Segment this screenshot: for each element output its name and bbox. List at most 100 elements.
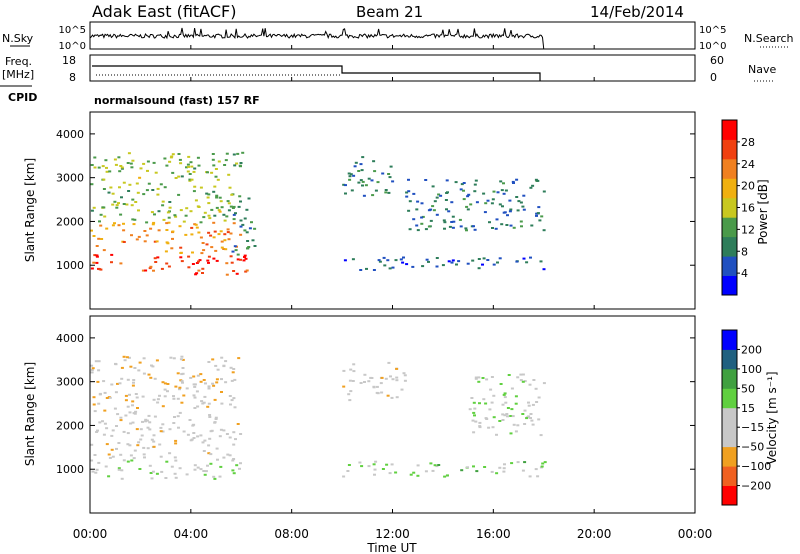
heatmap-cell <box>412 471 416 474</box>
heatmap-cell <box>528 383 532 386</box>
heatmap-cell <box>503 414 507 417</box>
heatmap-cell <box>519 373 523 376</box>
heatmap-cell <box>213 477 217 480</box>
heatmap-cell <box>521 413 525 415</box>
heatmap-cell <box>190 233 194 236</box>
heatmap-cell <box>153 213 156 216</box>
heatmap-cell <box>408 228 412 231</box>
heatmap-cell <box>386 394 390 397</box>
heatmap-cell <box>188 178 192 181</box>
heatmap-cell <box>458 218 462 221</box>
heatmap-cell <box>153 415 157 418</box>
heatmap-cell <box>220 356 224 359</box>
heatmap-cell <box>541 462 545 465</box>
heatmap-cell <box>207 261 210 264</box>
heatmap-cell <box>514 430 518 433</box>
heatmap-cell <box>99 224 103 227</box>
heatmap-cell <box>91 470 95 473</box>
heatmap-cell <box>499 180 503 183</box>
heatmap-cell <box>416 229 420 232</box>
heatmap-cell <box>171 153 175 156</box>
heatmap-cell <box>152 221 156 224</box>
heatmap-cell <box>499 383 503 385</box>
heatmap-cell <box>361 184 364 187</box>
heatmap-cell <box>490 202 494 205</box>
heatmap-cell <box>179 209 183 212</box>
heatmap-cell <box>483 211 487 214</box>
heatmap-cell <box>110 448 114 451</box>
heatmap-cell <box>180 175 184 178</box>
heatmap-cell <box>113 222 116 225</box>
heatmap-cell <box>130 234 133 237</box>
heatmap-cell <box>206 196 210 199</box>
heatmap-cell <box>530 419 534 422</box>
heatmap-cell <box>360 465 364 468</box>
heatmap-cell <box>113 158 117 161</box>
heatmap-cell <box>344 192 347 195</box>
heatmap-cell <box>115 206 119 209</box>
heatmap-cell <box>211 158 215 161</box>
heatmap-cell <box>168 452 172 455</box>
heatmap-cell <box>469 203 473 206</box>
heatmap-cell <box>227 173 231 176</box>
heatmap-cell <box>502 211 506 214</box>
heatmap-cell <box>139 438 143 441</box>
heatmap-cell <box>107 475 111 478</box>
y-tick-label: 4000 <box>56 332 84 345</box>
heatmap-cell <box>450 221 454 223</box>
heatmap-cell <box>131 404 134 407</box>
heatmap-cell <box>502 393 506 396</box>
heatmap-cell <box>531 423 535 426</box>
heatmap-cell <box>199 186 203 189</box>
heatmap-cell <box>230 193 234 196</box>
x-tick-label: 20:00 <box>577 527 612 541</box>
heatmap-cell <box>222 213 226 216</box>
y-tick-label: 1000 <box>56 463 84 476</box>
heatmap-cell <box>102 188 106 190</box>
heatmap-cell <box>203 473 207 476</box>
heatmap-cell <box>375 385 379 388</box>
heatmap-cell <box>226 453 230 456</box>
heatmap-cell <box>348 178 352 181</box>
heatmap-cell <box>137 441 141 444</box>
heatmap-cell <box>218 435 222 438</box>
heatmap-cell <box>97 237 101 240</box>
heatmap-cell <box>353 165 357 168</box>
heatmap-cell <box>474 179 478 182</box>
heatmap-cell <box>207 193 211 196</box>
heatmap-cell <box>164 477 168 479</box>
heatmap-cell <box>99 213 103 216</box>
heatmap-cell <box>138 176 142 179</box>
heatmap-cell <box>232 218 236 221</box>
heatmap-cell <box>158 443 162 446</box>
x-tick-label: 12:00 <box>375 527 410 541</box>
heatmap-cell <box>92 261 96 264</box>
heatmap-cell <box>161 430 165 433</box>
heatmap-cell <box>90 443 94 446</box>
heatmap-cell <box>253 227 257 230</box>
heatmap-cell <box>381 172 385 175</box>
heatmap-cell <box>196 466 200 469</box>
heatmap-cell <box>135 182 139 185</box>
heatmap-cell <box>540 465 544 468</box>
heatmap-cell <box>498 420 502 422</box>
heatmap-cell <box>484 202 488 205</box>
heatmap-cell <box>502 467 506 470</box>
heatmap-cell <box>488 408 492 411</box>
heatmap-cell <box>483 466 487 468</box>
heatmap-cell <box>496 191 500 194</box>
heatmap-cell <box>367 380 371 383</box>
heatmap-cell <box>405 195 409 198</box>
heatmap-cell <box>347 172 351 175</box>
heatmap-cell <box>105 397 109 399</box>
heatmap-cell <box>93 166 97 169</box>
heatmap-cell <box>100 238 104 240</box>
heatmap-cell <box>142 357 146 360</box>
heatmap-cell <box>172 357 176 360</box>
heatmap-cell <box>373 170 377 173</box>
heatmap-cell <box>176 397 180 400</box>
heatmap-cell <box>424 228 428 231</box>
heatmap-cell <box>372 463 376 466</box>
heatmap-cell <box>140 434 144 437</box>
x-tick-label: 04:00 <box>174 527 209 541</box>
